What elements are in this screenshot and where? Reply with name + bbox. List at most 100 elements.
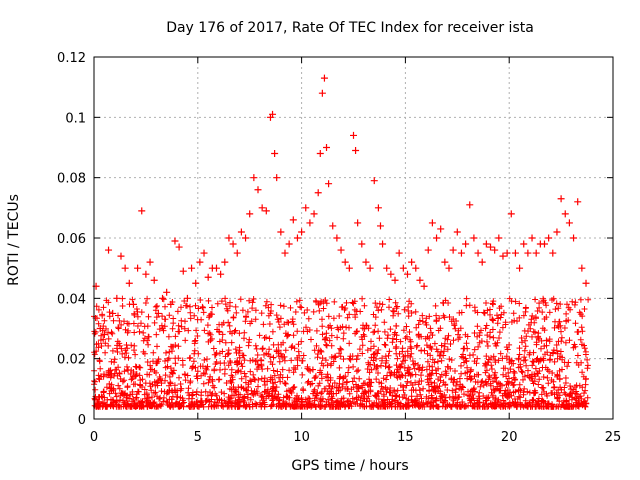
data-point — [188, 264, 196, 272]
data-point — [540, 240, 548, 248]
data-point — [416, 276, 424, 284]
data-point — [246, 210, 254, 218]
data-point — [574, 198, 582, 206]
data-point — [318, 89, 326, 97]
data-point — [254, 186, 262, 194]
data-point — [362, 258, 370, 266]
data-point — [134, 264, 142, 272]
data-point — [374, 204, 382, 212]
y-tick-label: 0 — [78, 413, 86, 428]
data-point — [366, 264, 374, 272]
data-point — [333, 234, 341, 242]
x-tick-label: 0 — [90, 430, 98, 445]
grid-lines — [94, 57, 613, 419]
data-point — [233, 249, 241, 257]
data-point — [281, 249, 289, 257]
data-point — [532, 249, 540, 257]
data-point — [487, 243, 495, 251]
data-point — [237, 228, 245, 236]
data-point — [302, 204, 310, 212]
data-point — [545, 234, 553, 242]
data-point — [269, 110, 277, 118]
data-point — [379, 240, 387, 248]
data-point — [200, 249, 208, 257]
data-point — [310, 210, 318, 218]
data-point — [306, 219, 314, 227]
data-point — [449, 246, 457, 254]
data-point — [507, 210, 515, 218]
data-point — [204, 273, 212, 281]
data-point — [258, 204, 266, 212]
data-point — [570, 234, 578, 242]
data-point — [395, 249, 403, 257]
data-point — [314, 189, 322, 197]
data-point — [520, 240, 528, 248]
data-point — [221, 258, 229, 266]
data-point — [183, 294, 191, 302]
data-point — [285, 240, 293, 248]
data-point — [105, 246, 113, 254]
data-point — [352, 147, 360, 155]
data-point — [358, 240, 366, 248]
data-point — [495, 234, 503, 242]
data-point — [146, 258, 154, 266]
data-point — [293, 234, 301, 242]
data-point — [138, 207, 146, 215]
data-point — [262, 207, 270, 215]
data-point — [159, 294, 167, 302]
data-point — [271, 150, 279, 158]
data-point — [100, 331, 108, 339]
data-point — [462, 240, 470, 248]
data-point — [466, 201, 474, 209]
data-point — [428, 219, 436, 227]
y-tick-label: 0.08 — [57, 172, 86, 187]
data-point — [453, 228, 461, 236]
data-point — [437, 225, 445, 233]
y-axis-label: ROTI / TECUs — [6, 194, 22, 286]
data-point — [96, 325, 104, 332]
data-point — [403, 270, 411, 278]
data-point — [478, 258, 486, 266]
data-point — [376, 222, 384, 230]
y-tick-label: 0.06 — [57, 232, 86, 247]
data-point — [387, 270, 395, 278]
x-tick-label: 10 — [293, 430, 310, 445]
plot-frame — [93, 56, 614, 420]
data-point — [229, 240, 237, 248]
data-point — [561, 210, 569, 218]
data-point — [171, 237, 179, 245]
data-point — [329, 222, 337, 230]
data-point — [350, 131, 357, 139]
y-tick-label: 0.1 — [65, 111, 86, 126]
data-point — [212, 264, 220, 272]
data-point — [150, 276, 158, 284]
data-point — [370, 177, 378, 185]
data-point — [491, 246, 499, 254]
data-point — [470, 234, 478, 242]
data-point — [113, 294, 121, 302]
data-point — [142, 270, 150, 278]
x-tick-label: 15 — [397, 430, 414, 445]
data-point — [217, 270, 225, 278]
data-point — [457, 249, 465, 257]
data-point — [175, 243, 183, 251]
data-point — [399, 264, 407, 272]
data-point — [354, 219, 362, 227]
data-point — [196, 258, 204, 266]
data-point — [420, 282, 428, 290]
data-point — [408, 258, 416, 266]
data-point — [553, 228, 561, 236]
data-point — [582, 279, 590, 287]
data-point — [154, 309, 162, 317]
data-point — [412, 264, 420, 272]
data-point — [109, 309, 117, 317]
data-point — [242, 234, 250, 242]
noise-band-markers — [91, 295, 592, 410]
data-point — [337, 246, 345, 254]
x-tick-label: 20 — [501, 430, 518, 445]
data-point — [524, 249, 532, 257]
data-point — [273, 174, 281, 182]
data-point — [289, 216, 297, 224]
data-point — [511, 249, 519, 257]
